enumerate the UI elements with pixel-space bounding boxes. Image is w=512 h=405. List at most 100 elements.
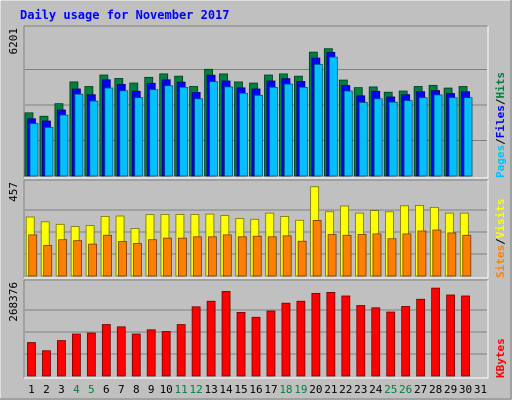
day-label-16: 16: [249, 383, 262, 396]
bar-pages-day-26: [403, 100, 413, 177]
bar-sites-day-15: [237, 236, 247, 277]
legend-entry-sites: Sites: [494, 245, 507, 278]
day-label-12: 12: [190, 383, 203, 396]
bar-sites-day-22: [342, 234, 352, 277]
bar-pages-day-25: [388, 101, 398, 177]
legend-entry-files: Files: [494, 105, 507, 138]
bar-kbytes-day-25: [386, 311, 396, 377]
bar-kbytes-day-5: [86, 332, 96, 377]
bar-sites-day-21: [327, 234, 337, 277]
day-label-14: 14: [219, 383, 233, 396]
day-label-5: 5: [88, 383, 95, 396]
bar-pages-day-6: [104, 87, 114, 177]
bar-pages-day-4: [74, 93, 84, 177]
bar-pages-day-14: [224, 86, 233, 177]
bar-pages-day-21: [328, 56, 338, 177]
day-label-9: 9: [148, 383, 155, 396]
bar-kbytes-day-17: [266, 310, 276, 377]
bar-pages-day-27: [418, 97, 428, 177]
day-label-24: 24: [369, 383, 383, 396]
bar-kbytes-day-30: [461, 295, 470, 377]
bar-pages-day-20: [313, 64, 323, 177]
bar-pages-day-19: [298, 86, 308, 177]
bar-kbytes-day-4: [71, 333, 81, 377]
bar-kbytes-day-13: [206, 300, 216, 377]
day-label-19: 19: [294, 383, 307, 396]
bar-kbytes-day-9: [146, 329, 156, 377]
bar-kbytes-day-27: [416, 298, 426, 377]
bar-kbytes-day-26: [401, 306, 411, 377]
day-label-18: 18: [279, 383, 292, 396]
bar-kbytes-day-8: [131, 333, 141, 377]
day-label-3: 3: [58, 383, 65, 396]
bar-kbytes-day-18: [281, 302, 291, 377]
bar-kbytes-day-24: [371, 307, 381, 377]
chart-title: Daily usage for November 2017: [20, 8, 230, 22]
bar-pages-day-1: [29, 123, 39, 177]
panel-legend: KBytes: [494, 338, 507, 378]
day-label-21: 21: [324, 383, 337, 396]
bar-sites-day-29: [447, 232, 457, 277]
day-label-31: 31: [474, 383, 487, 396]
panel-legend: Sites/Visits: [494, 199, 507, 279]
bar-kbytes-day-6: [101, 324, 111, 377]
series-pages: [29, 56, 473, 177]
bar-kbytes-day-16: [251, 316, 261, 377]
bar-kbytes-day-14: [221, 290, 231, 377]
day-label-30: 30: [459, 383, 472, 396]
bar-pages-day-22: [343, 90, 353, 177]
panel-max-label: 6201: [7, 28, 20, 55]
day-label-6: 6: [103, 383, 110, 396]
bar-sites-day-10: [163, 237, 172, 277]
day-label-10: 10: [160, 383, 173, 396]
day-label-17: 17: [264, 383, 277, 396]
bar-kbytes-day-20: [311, 292, 321, 377]
bar-kbytes-day-1: [27, 342, 36, 377]
bar-pages-day-30: [463, 97, 473, 177]
bar-kbytes-day-3: [57, 340, 66, 377]
bar-sites-day-7: [118, 241, 127, 277]
legend-entry-kbytes: KBytes: [494, 338, 507, 378]
bar-sites-day-27: [417, 230, 427, 277]
legend-separator: /: [494, 238, 507, 245]
legend-entry-pages: Pages: [494, 145, 507, 178]
legend-separator: /: [494, 98, 507, 105]
bar-sites-day-26: [402, 233, 412, 277]
day-label-28: 28: [429, 383, 442, 396]
series-sites: [28, 220, 472, 277]
bar-sites-day-8: [133, 243, 142, 277]
day-label-8: 8: [133, 383, 140, 396]
day-label-13: 13: [204, 383, 217, 396]
bar-pages-day-28: [433, 94, 443, 177]
bar-kbytes-day-7: [116, 326, 126, 377]
bar-pages-day-24: [373, 98, 383, 177]
bar-kbytes-day-11: [176, 324, 186, 377]
bar-sites-day-2: [43, 245, 53, 277]
bar-sites-day-1: [28, 234, 38, 277]
bar-pages-day-11: [179, 86, 189, 177]
bar-pages-day-5: [89, 100, 99, 177]
bar-kbytes-day-12: [191, 306, 201, 377]
panel-max-label: 457: [7, 182, 20, 202]
day-label-23: 23: [354, 383, 367, 396]
bar-sites-day-13: [207, 236, 217, 277]
bar-sites-day-6: [103, 234, 112, 277]
bar-pages-day-10: [164, 85, 174, 177]
day-label-15: 15: [234, 383, 247, 396]
bar-pages-day-18: [284, 83, 293, 177]
day-label-11: 11: [175, 383, 188, 396]
bar-kbytes-day-2: [42, 350, 51, 377]
day-label-25: 25: [384, 383, 397, 396]
bar-sites-day-23: [357, 234, 367, 277]
x-axis: 1 2 3 4 5 6 7 8 9 10 11 12 13 14 15 16 17 18 19 20 21 22 23 24 2…: [28, 383, 487, 396]
bar-sites-day-11: [178, 237, 187, 277]
bar-pages-day-2: [44, 127, 54, 177]
bar-sites-day-18: [282, 235, 292, 277]
bar-sites-day-12: [192, 236, 202, 277]
bar-pages-day-16: [254, 94, 263, 177]
bar-pages-day-3: [59, 114, 69, 177]
bar-sites-day-28: [432, 229, 442, 277]
day-label-4: 4: [73, 383, 80, 396]
